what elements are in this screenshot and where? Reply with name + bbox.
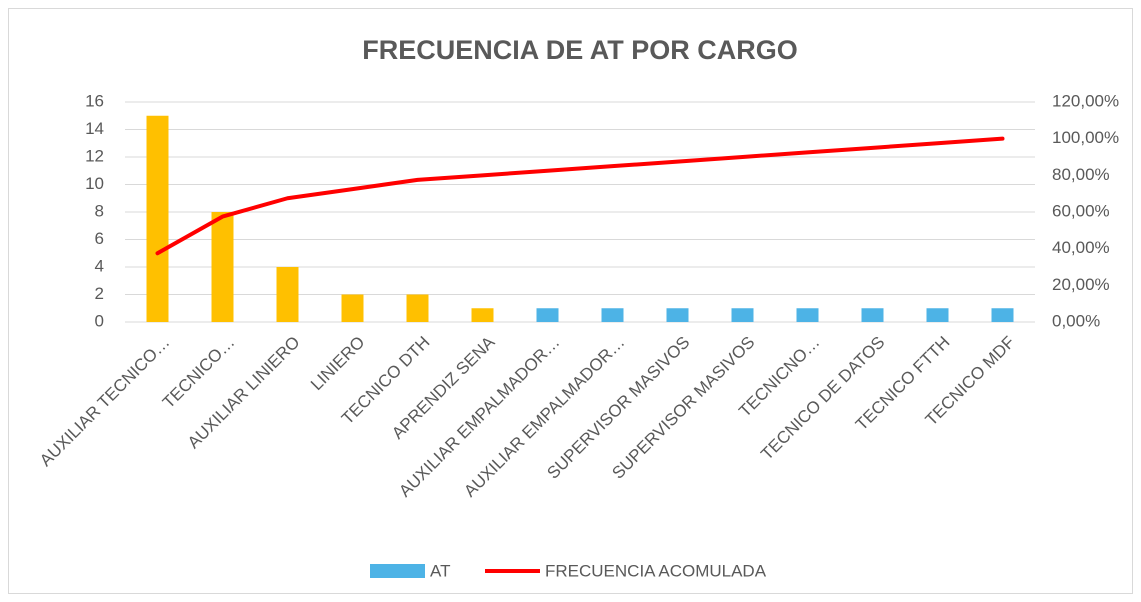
y2-tick-label: 20,00% — [1052, 275, 1110, 294]
chart-title: FRECUENCIA DE AT POR CARGO — [362, 35, 798, 65]
y2-tick-label: 100,00% — [1052, 128, 1119, 147]
y-tick-label: 4 — [95, 256, 104, 275]
y2-tick-label: 0,00% — [1052, 311, 1100, 330]
y2-tick-label: 60,00% — [1052, 201, 1110, 220]
bar — [536, 308, 559, 322]
bar — [991, 308, 1014, 322]
y-tick-label: 14 — [85, 119, 104, 138]
bar — [601, 308, 624, 322]
chart-border — [8, 8, 1133, 594]
bar — [666, 308, 689, 322]
bar — [471, 308, 494, 322]
y-tick-label: 2 — [95, 284, 104, 303]
y-tick-label: 8 — [95, 201, 104, 220]
bar — [146, 115, 169, 322]
bar — [731, 308, 754, 322]
y-tick-label: 0 — [95, 311, 104, 330]
bar — [406, 294, 429, 322]
y-tick-label: 12 — [85, 146, 104, 165]
bar — [211, 212, 234, 322]
y2-tick-label: 120,00% — [1052, 91, 1119, 110]
y-tick-label: 10 — [85, 174, 104, 193]
bar — [796, 308, 819, 322]
bar — [926, 308, 949, 322]
y2-tick-label: 40,00% — [1052, 238, 1110, 257]
bar — [341, 294, 364, 322]
y2-tick-label: 80,00% — [1052, 165, 1110, 184]
bar — [276, 267, 299, 322]
legend-label: FRECUENCIA ACOMULADA — [545, 561, 767, 580]
legend-swatch — [370, 564, 425, 578]
line — [155, 136, 1005, 256]
y-tick-label: 16 — [85, 91, 104, 110]
legend-label: AT — [430, 561, 450, 580]
y-tick-label: 6 — [95, 229, 104, 248]
bar — [861, 308, 884, 322]
